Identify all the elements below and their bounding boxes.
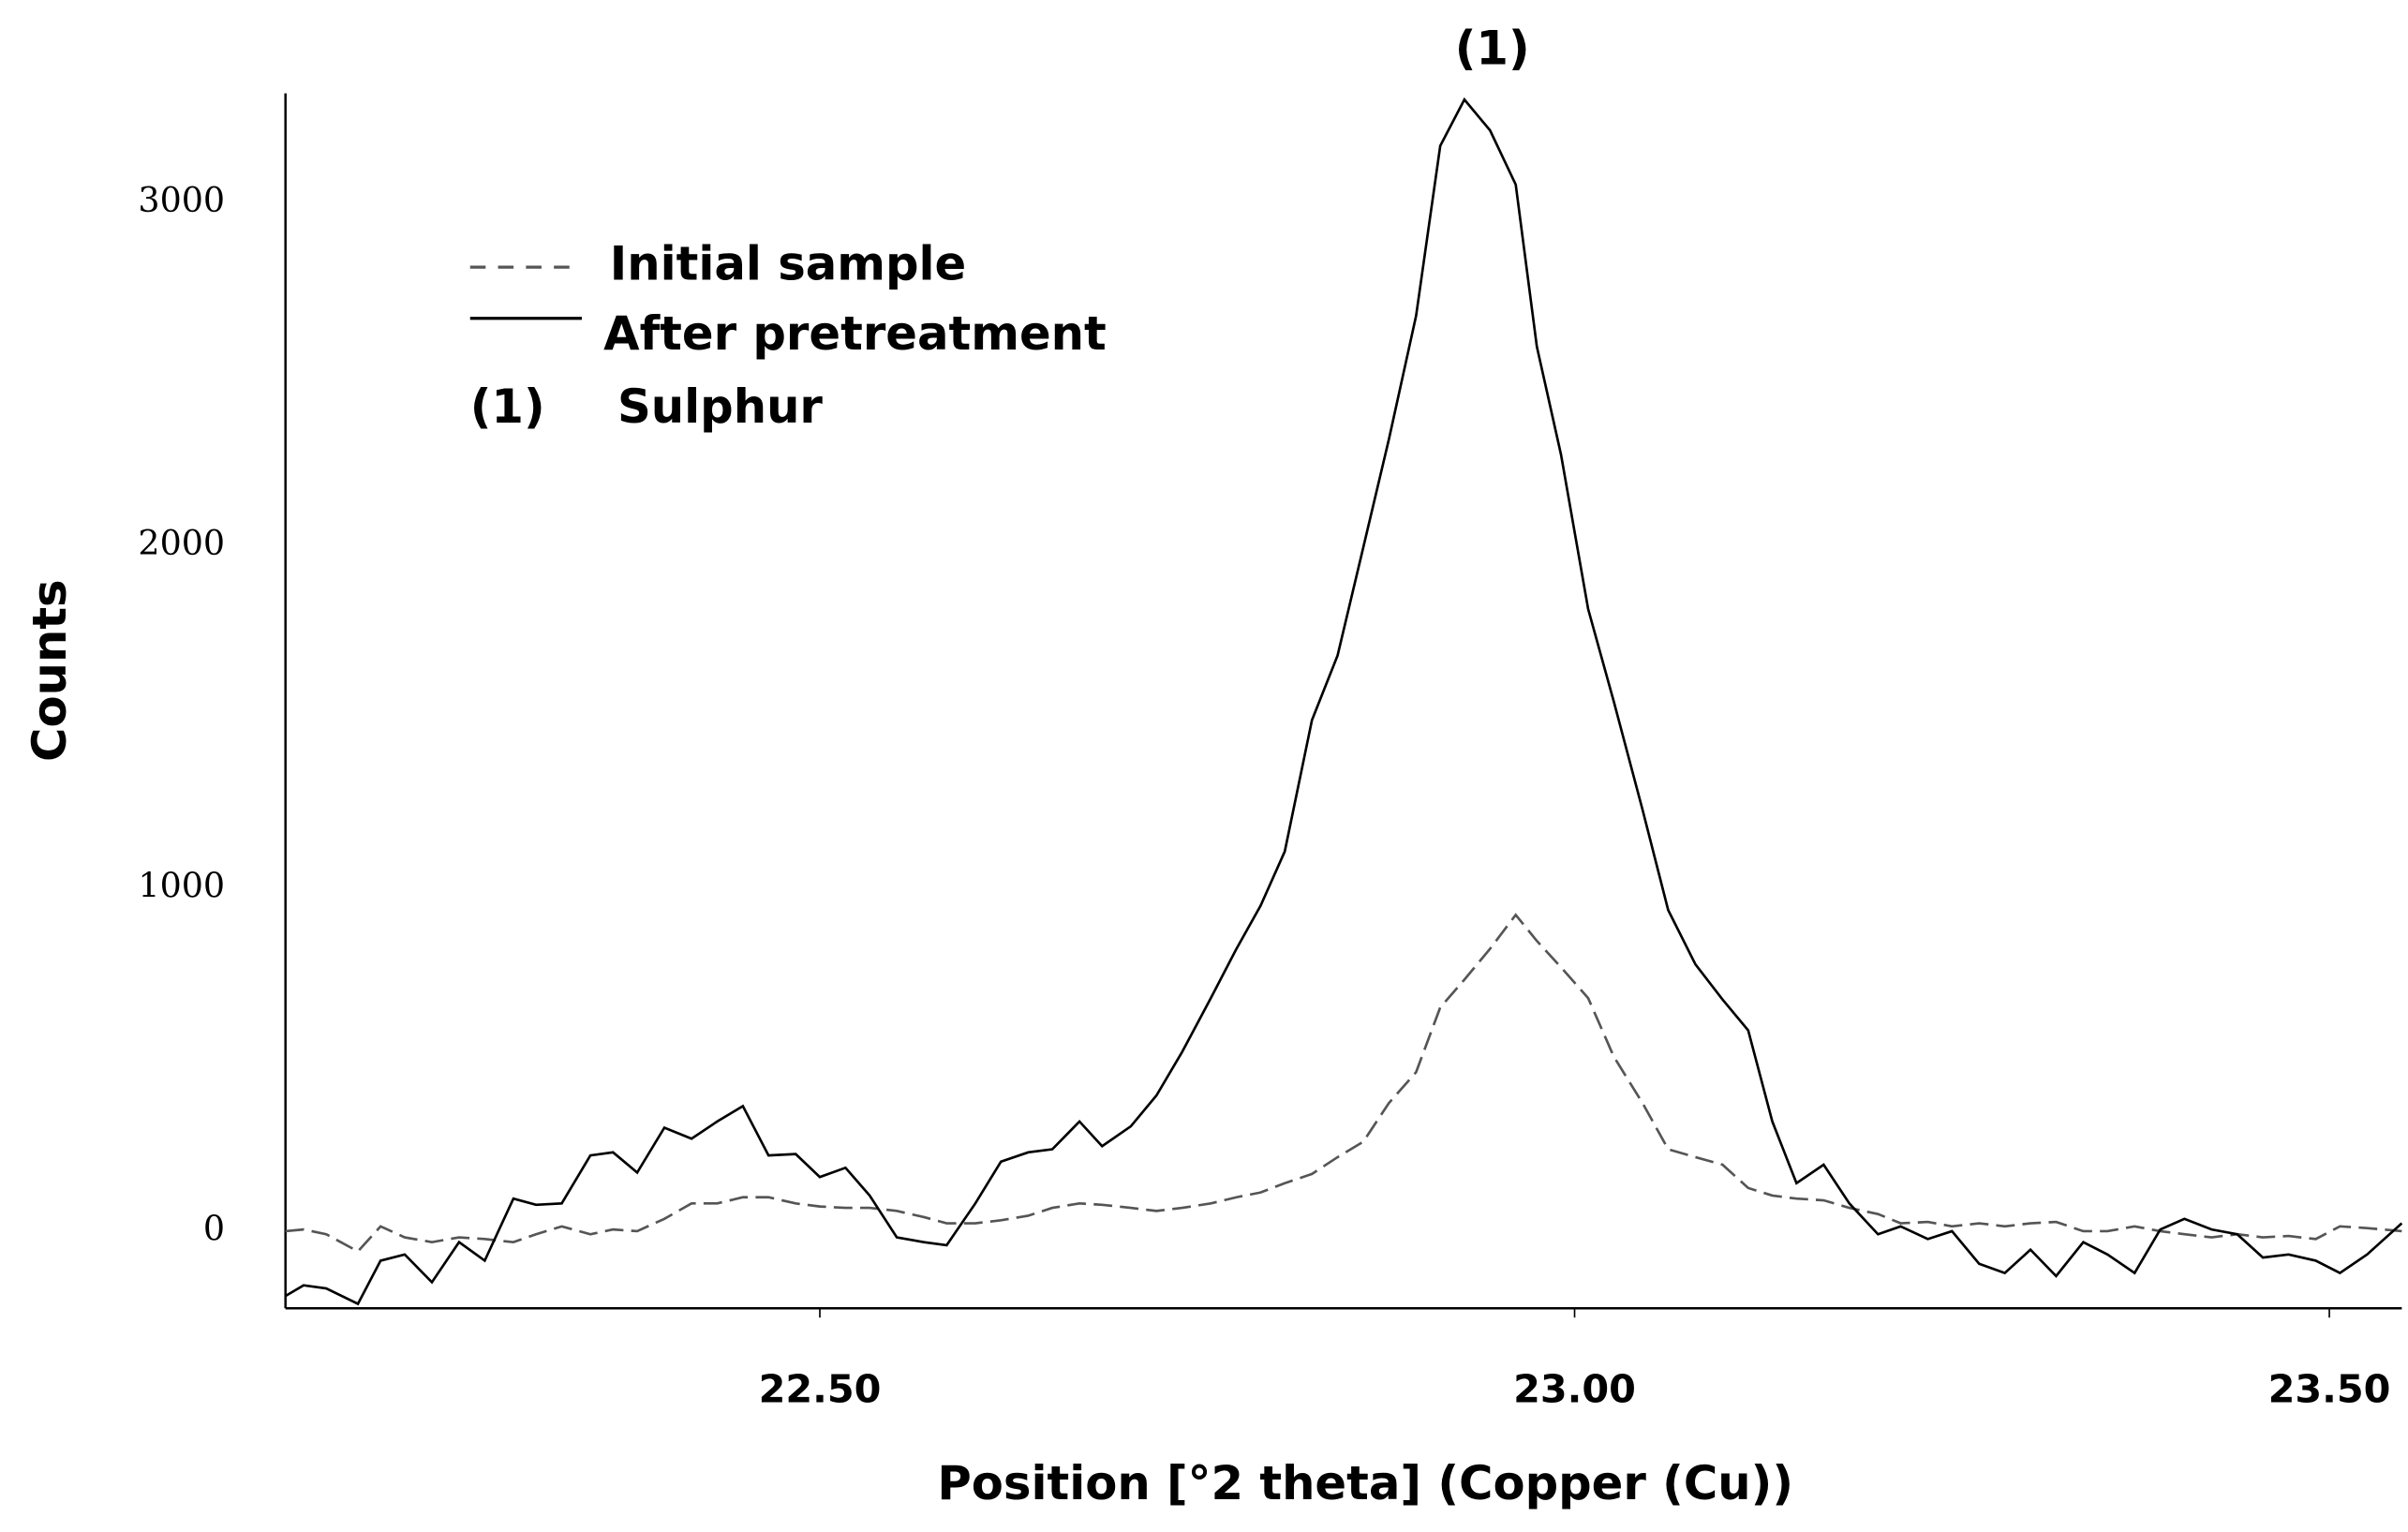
y-tick-label: 2000 bbox=[138, 523, 225, 563]
x-tick-label: 23.50 bbox=[2268, 1367, 2391, 1412]
line-series bbox=[285, 913, 2402, 1254]
x-axis-label: Position [°2 theta] (Copper (Cu)) bbox=[937, 1456, 1793, 1510]
legend-note-marker: (1) bbox=[470, 379, 545, 434]
x-tick-label: 23.00 bbox=[1513, 1367, 1636, 1412]
line-series bbox=[285, 97, 2403, 1306]
legend-label: Initial sample bbox=[610, 237, 966, 291]
legend-label: After pretreatment bbox=[603, 306, 1107, 361]
y-tick-label: 0 bbox=[203, 1208, 225, 1248]
y-tick-label: 1000 bbox=[138, 866, 225, 906]
x-tick-label: 22.50 bbox=[759, 1367, 882, 1412]
legend-note-text: Sulphur bbox=[617, 379, 823, 434]
peak-annotation: (1) bbox=[1455, 21, 1530, 75]
y-axis-label: Counts bbox=[22, 579, 77, 762]
y-tick-label: 3000 bbox=[138, 180, 225, 220]
